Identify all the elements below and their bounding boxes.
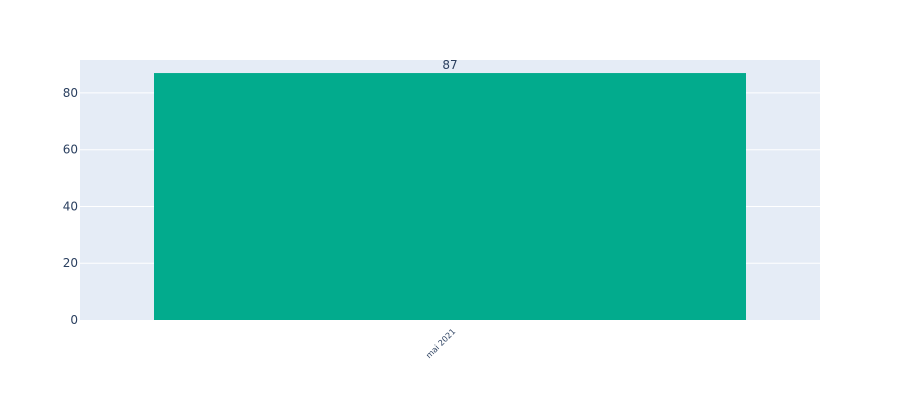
y-tick-label: 80 xyxy=(63,86,78,100)
y-tick-label: 0 xyxy=(70,313,78,327)
y-tick-label: 40 xyxy=(63,199,78,213)
y-tick-label: 60 xyxy=(63,143,78,157)
y-axis-ticks: 0 20 40 60 80 xyxy=(63,86,78,327)
x-axis-ticks: mai 2021 xyxy=(424,327,457,360)
bar[interactable] xyxy=(154,73,746,321)
data-labels: 87 xyxy=(442,58,457,72)
bars xyxy=(154,73,746,321)
x-tick-label: mai 2021 xyxy=(424,327,457,360)
y-tick-label: 20 xyxy=(63,256,78,270)
bar-value-label: 87 xyxy=(442,58,457,72)
